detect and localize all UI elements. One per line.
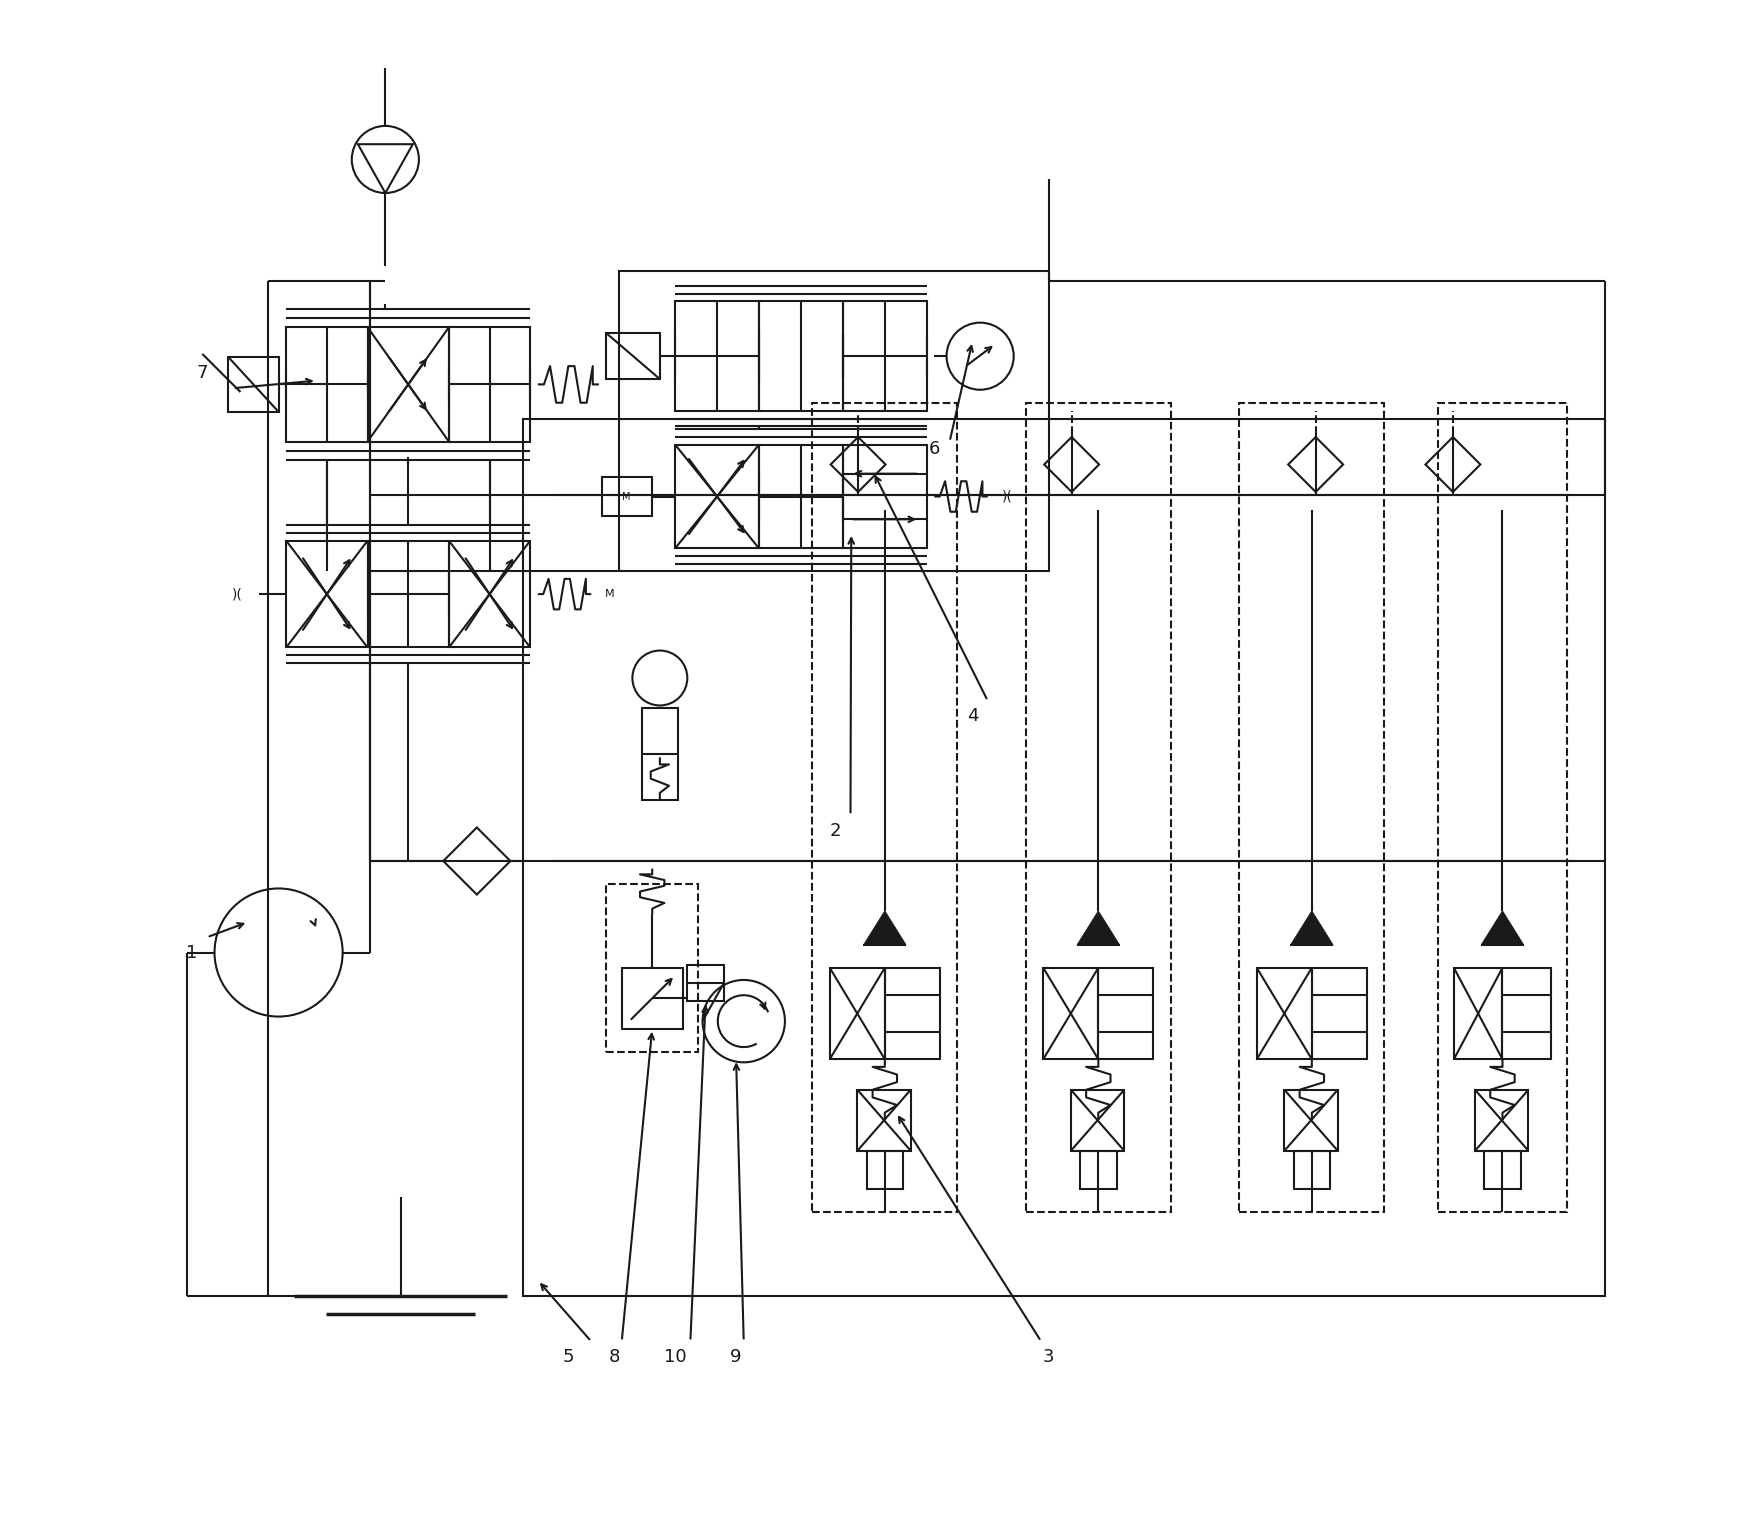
Polygon shape [863, 911, 906, 945]
Bar [1484, 1151, 1521, 1190]
Bar [523, 419, 1605, 1296]
Bar [368, 328, 449, 442]
Bar [285, 328, 368, 442]
Bar [1239, 403, 1385, 1211]
Bar [867, 1151, 904, 1190]
Bar [368, 540, 449, 648]
Bar [1284, 1090, 1337, 1151]
Bar [449, 328, 530, 442]
Circle shape [215, 888, 342, 1017]
Bar [812, 403, 957, 1211]
Bar [1043, 968, 1098, 1059]
Bar [641, 708, 678, 800]
Bar [759, 445, 842, 548]
Bar [675, 302, 759, 411]
Text: M: M [604, 589, 615, 599]
Bar [1475, 1090, 1528, 1151]
Bar [1025, 403, 1170, 1211]
Bar [830, 968, 885, 1059]
Text: M: M [622, 491, 631, 502]
Bar [606, 334, 659, 379]
Bar [1080, 1151, 1117, 1190]
Bar [1071, 1090, 1124, 1151]
Bar [1503, 968, 1551, 1059]
Polygon shape [1482, 911, 1524, 945]
Bar [603, 477, 652, 516]
Bar [858, 1090, 911, 1151]
Bar [285, 540, 368, 648]
Bar [1256, 968, 1313, 1059]
Bar [1313, 968, 1367, 1059]
Bar [618, 271, 1048, 571]
Bar [1098, 968, 1154, 1059]
Text: 8: 8 [608, 1348, 620, 1365]
Bar [1454, 968, 1503, 1059]
Bar [229, 357, 278, 412]
Bar [842, 302, 927, 411]
Text: 6: 6 [929, 440, 941, 459]
Text: 4: 4 [967, 706, 978, 725]
Polygon shape [1077, 911, 1119, 945]
Bar [622, 968, 682, 1028]
Text: 7: 7 [197, 363, 208, 382]
Bar [675, 445, 759, 548]
Text: )(: )( [233, 586, 243, 602]
Text: 5: 5 [562, 1348, 574, 1365]
Text: 1: 1 [187, 943, 197, 962]
Bar [1438, 403, 1568, 1211]
Bar [759, 302, 842, 411]
Text: 2: 2 [830, 822, 840, 839]
Polygon shape [1290, 911, 1334, 945]
Bar [606, 883, 698, 1051]
Bar [885, 968, 939, 1059]
Bar [449, 540, 530, 648]
Bar [687, 965, 724, 1002]
Bar [1293, 1151, 1330, 1190]
Text: 3: 3 [1043, 1348, 1054, 1365]
Bar [842, 445, 927, 548]
Text: 10: 10 [664, 1348, 687, 1365]
Text: 9: 9 [731, 1348, 742, 1365]
Text: )(: )( [1003, 489, 1013, 503]
